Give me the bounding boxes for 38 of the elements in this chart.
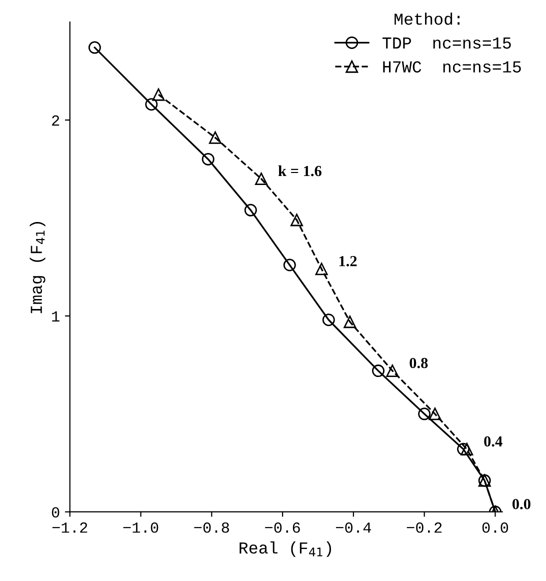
point — [208, 131, 222, 144]
annotation: k = 1.6 — [278, 165, 322, 176]
annotation: 0.8 — [410, 358, 428, 368]
point — [283, 258, 296, 272]
x-tick-label: −0.8 — [194, 522, 229, 533]
x-tick-label: −1.2 — [52, 522, 88, 533]
x-tick-label: 0.0 — [482, 522, 508, 533]
point — [418, 408, 431, 420]
x-tick-label: −0.4 — [336, 522, 372, 533]
y-tick-label: 0 — [52, 507, 60, 518]
x-tick-label: −0.6 — [265, 522, 300, 533]
point — [145, 98, 158, 111]
annotation: 0.0 — [512, 498, 530, 510]
point — [344, 316, 356, 328]
point — [88, 41, 101, 54]
point — [290, 214, 303, 226]
x-tick-label: −0.2 — [406, 522, 442, 533]
point — [202, 152, 214, 166]
legend-title: Method: — [394, 12, 460, 25]
point — [322, 314, 335, 326]
y-tick-label: 2 — [52, 115, 60, 126]
annotation: 1.2 — [339, 256, 357, 266]
y-tick-label: 1 — [52, 311, 60, 322]
annotation: 0.4 — [484, 436, 502, 447]
point — [244, 204, 257, 216]
x-axis-title: Real (F$_{41}$) — [240, 541, 332, 557]
point — [428, 408, 442, 420]
y-axis-title: Imag (F$_{41}$) — [30, 222, 46, 314]
point — [457, 442, 470, 456]
point — [152, 88, 165, 101]
point — [460, 442, 474, 456]
point — [315, 262, 328, 276]
x-tick-label: −1.0 — [123, 522, 158, 533]
point — [372, 364, 385, 378]
legend-label: H7WC nc=ns=15 — [383, 61, 521, 73]
point — [386, 364, 399, 378]
point — [255, 172, 268, 186]
legend-label: TDP nc=ns=15 — [382, 38, 511, 49]
